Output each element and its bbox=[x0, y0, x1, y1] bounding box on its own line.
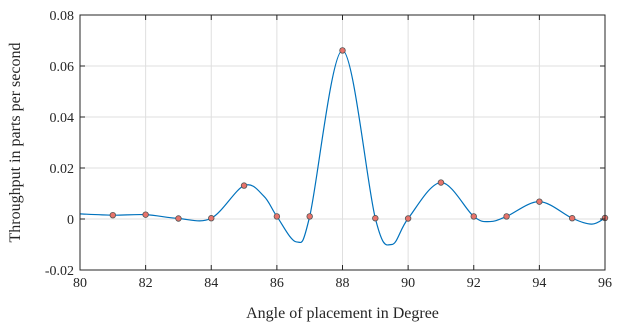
data-point-marker bbox=[339, 47, 346, 54]
data-point-marker bbox=[372, 215, 379, 222]
data-point-marker bbox=[240, 182, 248, 189]
x-tick-label: 80 bbox=[73, 276, 87, 291]
data-point-marker bbox=[306, 213, 313, 220]
y-tick-label: 0.08 bbox=[50, 9, 75, 24]
data-point-marker bbox=[142, 211, 149, 218]
x-tick-label: 96 bbox=[598, 276, 612, 291]
x-tick-label: 94 bbox=[532, 276, 546, 291]
y-tick-label: 0.04 bbox=[50, 111, 75, 126]
x-tick-label: 86 bbox=[270, 276, 284, 291]
y-tick-label: 0 bbox=[67, 213, 74, 228]
x-tick-label: 92 bbox=[467, 276, 481, 291]
x-tick-label: 82 bbox=[139, 276, 153, 291]
data-point-marker bbox=[503, 213, 510, 220]
x-tick-labels: 80 82 84 86 88 90 92 94 96 bbox=[73, 276, 612, 291]
data-point-marker bbox=[536, 198, 543, 205]
data-point-marker bbox=[437, 179, 445, 186]
y-tick-label: -0.02 bbox=[45, 264, 74, 279]
data-point-marker bbox=[109, 211, 117, 219]
x-axis-label: Angle of placement in Degree bbox=[246, 305, 439, 322]
x-tick-label: 90 bbox=[401, 276, 415, 291]
data-point-marker bbox=[208, 215, 215, 222]
y-axis-label: Throughput in parts per second bbox=[7, 43, 24, 243]
data-point-marker bbox=[175, 215, 182, 222]
tick-marks bbox=[79, 14, 606, 271]
series-curve bbox=[79, 49, 606, 246]
data-point-marker bbox=[568, 215, 576, 222]
y-tick-label: 0.02 bbox=[50, 162, 75, 177]
data-point-marker bbox=[273, 213, 281, 220]
x-tick-label: 88 bbox=[336, 276, 350, 291]
x-tick-label: 84 bbox=[204, 276, 218, 291]
data-point-marker bbox=[404, 215, 412, 222]
data-point-marker bbox=[470, 213, 477, 220]
y-tick-label: 0.06 bbox=[50, 60, 75, 75]
curve-layer bbox=[79, 49, 606, 246]
y-tick-labels: -0.02 0 0.02 0.04 0.06 0.08 bbox=[45, 9, 74, 279]
marker-layer bbox=[109, 47, 609, 222]
